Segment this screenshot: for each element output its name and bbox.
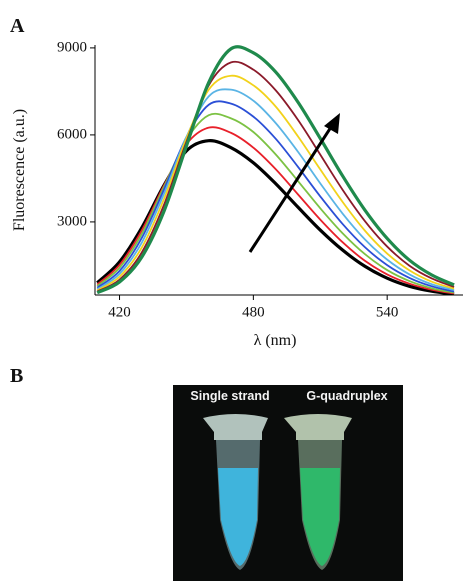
spectrum-line: [96, 112, 455, 294]
x-tick-label: 540: [376, 304, 399, 320]
spectrum-line: [96, 45, 455, 295]
y-tick-label: 3000: [57, 213, 87, 229]
tube-liquid: [218, 468, 258, 566]
spectrum-line: [96, 126, 455, 295]
y-axis-label: Fluorescence (a.u.): [11, 109, 28, 231]
spectrum-line: [96, 100, 455, 293]
panel-label: A: [10, 15, 25, 37]
x-tick-label: 480: [242, 304, 265, 320]
arrow-head: [324, 113, 340, 134]
photo-label: Single strand: [190, 389, 269, 403]
x-tick-label: 420: [108, 304, 131, 320]
x-axis-label: λ (nm): [254, 332, 297, 349]
spectrum-line: [96, 88, 455, 291]
y-tick-label: 9000: [57, 39, 87, 55]
tube-cap: [284, 414, 352, 440]
plot-area: 3000 6000 9000 420 480 540: [57, 39, 463, 320]
spectrum-line: [96, 60, 455, 293]
spectrum-line: [96, 74, 455, 292]
tube-liquid: [300, 468, 340, 566]
photo-label: G-quadruplex: [306, 389, 387, 403]
arrow: [248, 113, 340, 253]
photo: Single strand G-quadruplex: [173, 385, 403, 581]
arrow-shaft: [248, 123, 335, 253]
photo-background: [173, 385, 403, 581]
panel-label: B: [10, 365, 23, 387]
y-tick-label: 6000: [57, 126, 87, 142]
tube-cap: [203, 414, 268, 440]
